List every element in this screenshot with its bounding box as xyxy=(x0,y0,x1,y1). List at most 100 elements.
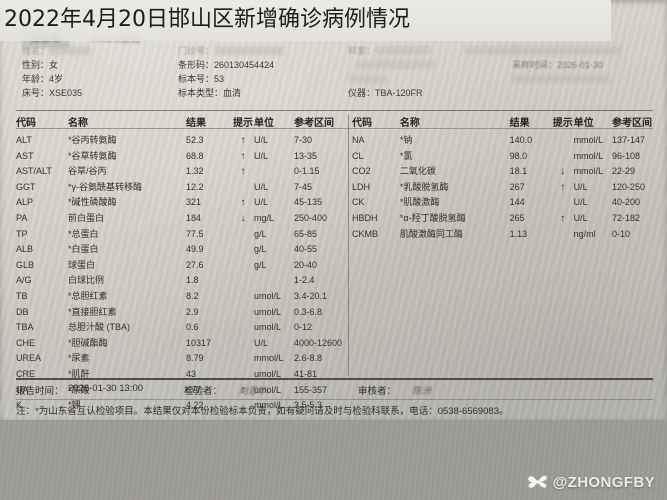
cell-reference: 3.5-5.3 xyxy=(294,400,323,411)
cell-code: HBDH xyxy=(352,212,378,223)
cell-name: 二氧化碳 xyxy=(399,166,436,177)
cell-code: ALT xyxy=(16,135,32,145)
results-table-right: 代码 名称 结果 提示 单位 参考区间 NA *钠 140.0 mmol/L 137-1… xyxy=(352,114,652,242)
col-header-name: 名称 xyxy=(68,118,88,129)
footer-tester-signature: 刘恩华 xyxy=(238,386,267,397)
cell-code: AST/ALT xyxy=(16,166,52,177)
cell-name: *氯 xyxy=(399,150,413,161)
cell-code: TB xyxy=(16,290,28,301)
cell-reference: 0.3-6.8 xyxy=(294,306,323,317)
footer-signature-row: 报告时间： 2026-01-30 13:00 检验者： 刘恩华 审核者： 陈洲 xyxy=(16,383,656,399)
cell-reference: 22-29 xyxy=(612,166,636,177)
cell-unit: U/L xyxy=(254,150,269,161)
header-field-department: 科室： xyxy=(348,46,518,57)
report-header: 姓名： 性别：女 年龄：4岁 床号：XSE035 门诊号： 条形码：260130… xyxy=(0,44,667,110)
butterfly-logo-icon xyxy=(527,475,547,488)
cell-result: 98.0 xyxy=(509,150,528,161)
cell-reference: 250-400 xyxy=(294,212,328,223)
col-header-reference: 参考区间 xyxy=(294,118,334,129)
cell-result: 77.5 xyxy=(186,228,204,239)
header-field-sample-time xyxy=(348,60,518,71)
table-row: TB *总胆红素 8.2 umol/L 3.4-20.1 xyxy=(16,289,346,305)
results-table-right-grid: 代码 名称 结果 提示 单位 参考区间 NA *钠 140.0 mmol/L 137-1… xyxy=(352,114,652,242)
header-field-gender: 性别：女 xyxy=(22,60,59,70)
cell-result: 1.13 xyxy=(509,228,528,239)
cell-unit: U/L xyxy=(254,337,269,348)
cell-flag xyxy=(232,258,254,274)
cell-reference: 65-85 xyxy=(294,228,318,239)
cell-flag xyxy=(232,320,254,336)
cell-reference: 7-45 xyxy=(294,181,313,192)
table-header-rule xyxy=(16,128,653,129)
cell-flag: ↑ xyxy=(560,212,566,224)
cell-reference: 2.6-8.8 xyxy=(294,353,323,364)
cell-result: 321 xyxy=(186,197,202,208)
cell-unit: umol/L xyxy=(254,306,282,317)
col-header-result: 结果 xyxy=(186,118,206,129)
cell-reference: 155-357 xyxy=(294,384,328,395)
cell-code: CL xyxy=(352,150,364,161)
cell-result: 2.9 xyxy=(186,306,199,317)
cell-reference: 41-81 xyxy=(294,368,318,379)
header-field-specimen-type: 标本类型：血清 xyxy=(178,88,242,98)
cell-code: A/G xyxy=(16,275,32,286)
cell-unit: umol/L xyxy=(254,368,282,379)
page-title: 2022年4月20日邯山区新增确诊病例情况 xyxy=(4,7,410,32)
cell-flag xyxy=(552,227,574,243)
table-row: CO2 二氧化碳 18.1 ↓ mmol/L 22-29 xyxy=(352,164,652,180)
table-row: A/G 白球比例 1.8 1-2.4 xyxy=(16,273,346,289)
cell-reference: 72-182 xyxy=(612,212,641,223)
footer-tester-label: 检验者： xyxy=(184,386,223,397)
header-field-age: 年龄：4岁 xyxy=(22,74,64,84)
cell-reference: 0-12 xyxy=(294,322,313,333)
cell-reference: 4000-12600 xyxy=(294,337,343,348)
cell-result: 1.8 xyxy=(186,275,199,286)
cell-unit: g/L xyxy=(254,244,267,255)
cell-reference: 20-40 xyxy=(294,259,318,270)
table-row: PA 前白蛋白 184 ↓ mg/L 250-400 xyxy=(16,211,346,227)
cell-reference: 3.4-20.1 xyxy=(294,290,328,301)
cell-name: *尿素 xyxy=(68,353,90,364)
header-sample-time-label-blur xyxy=(512,46,622,57)
cell-name: 白球比例 xyxy=(68,275,105,286)
cell-result: 49.9 xyxy=(186,244,204,255)
table-header-row: 代码 名称 结果 提示 单位 参考区间 xyxy=(16,114,346,133)
cell-result: 184 xyxy=(186,212,202,223)
cell-reference: 45-135 xyxy=(294,197,323,208)
table-row: TP *总蛋白 77.5 g/L 65-85 xyxy=(16,227,346,243)
col-header-name: 名称 xyxy=(399,118,420,129)
cell-name: *肌酸激酶 xyxy=(399,197,440,208)
footer-divider-rule xyxy=(16,399,653,400)
cell-code: ALP xyxy=(16,197,34,208)
cell-code: ALB xyxy=(16,244,34,255)
col-header-unit: 单位 xyxy=(254,118,274,129)
cell-unit: umol/L xyxy=(254,322,282,333)
cell-unit: g/L xyxy=(254,259,267,270)
cell-name: *白蛋白 xyxy=(68,244,99,255)
cell-flag xyxy=(232,336,254,352)
cell-result: 18.1 xyxy=(509,166,528,177)
cell-name: 前白蛋白 xyxy=(68,212,105,223)
cell-flag xyxy=(232,273,254,289)
report-footer: 报告时间： 2026-01-30 13:00 检验者： 刘恩华 审核者： 陈洲 … xyxy=(16,383,656,417)
cell-reference: 1-2.4 xyxy=(294,275,315,286)
cell-reference: 0-10 xyxy=(612,228,631,239)
header-divider-rule xyxy=(16,110,653,111)
cell-flag: ↑ xyxy=(240,135,246,146)
cell-code: CO2 xyxy=(352,166,371,177)
cell-name: *直接胆红素 xyxy=(68,306,117,317)
cell-name: *谷草转氨酶 xyxy=(68,150,117,161)
header-field-name: 姓名： xyxy=(22,46,92,57)
cell-flag xyxy=(552,133,574,149)
cell-reference: 120-250 xyxy=(612,181,646,192)
col-header-code: 代码 xyxy=(16,118,36,129)
cell-unit: g/L xyxy=(254,228,267,239)
header-col-sample-time: 采样时间：2026-01-30 xyxy=(512,46,622,88)
table-row: UREA *尿素 8.79 mmol/L 2.6-8.8 xyxy=(16,351,346,367)
cell-flag: ↓ xyxy=(560,166,566,178)
footer-note: 注：*为山东省互认检验项目。本结果仅对本份检验标本负责，如有疑问请及时与检验科联… xyxy=(16,406,509,417)
cell-name: 总胆汁酸 (TBA) xyxy=(68,322,130,333)
table-row: AST *谷草转氨酶 68.8 ↑ U/L 13-35 xyxy=(16,149,346,165)
cell-unit xyxy=(254,273,294,289)
cell-code: DB xyxy=(16,306,29,317)
